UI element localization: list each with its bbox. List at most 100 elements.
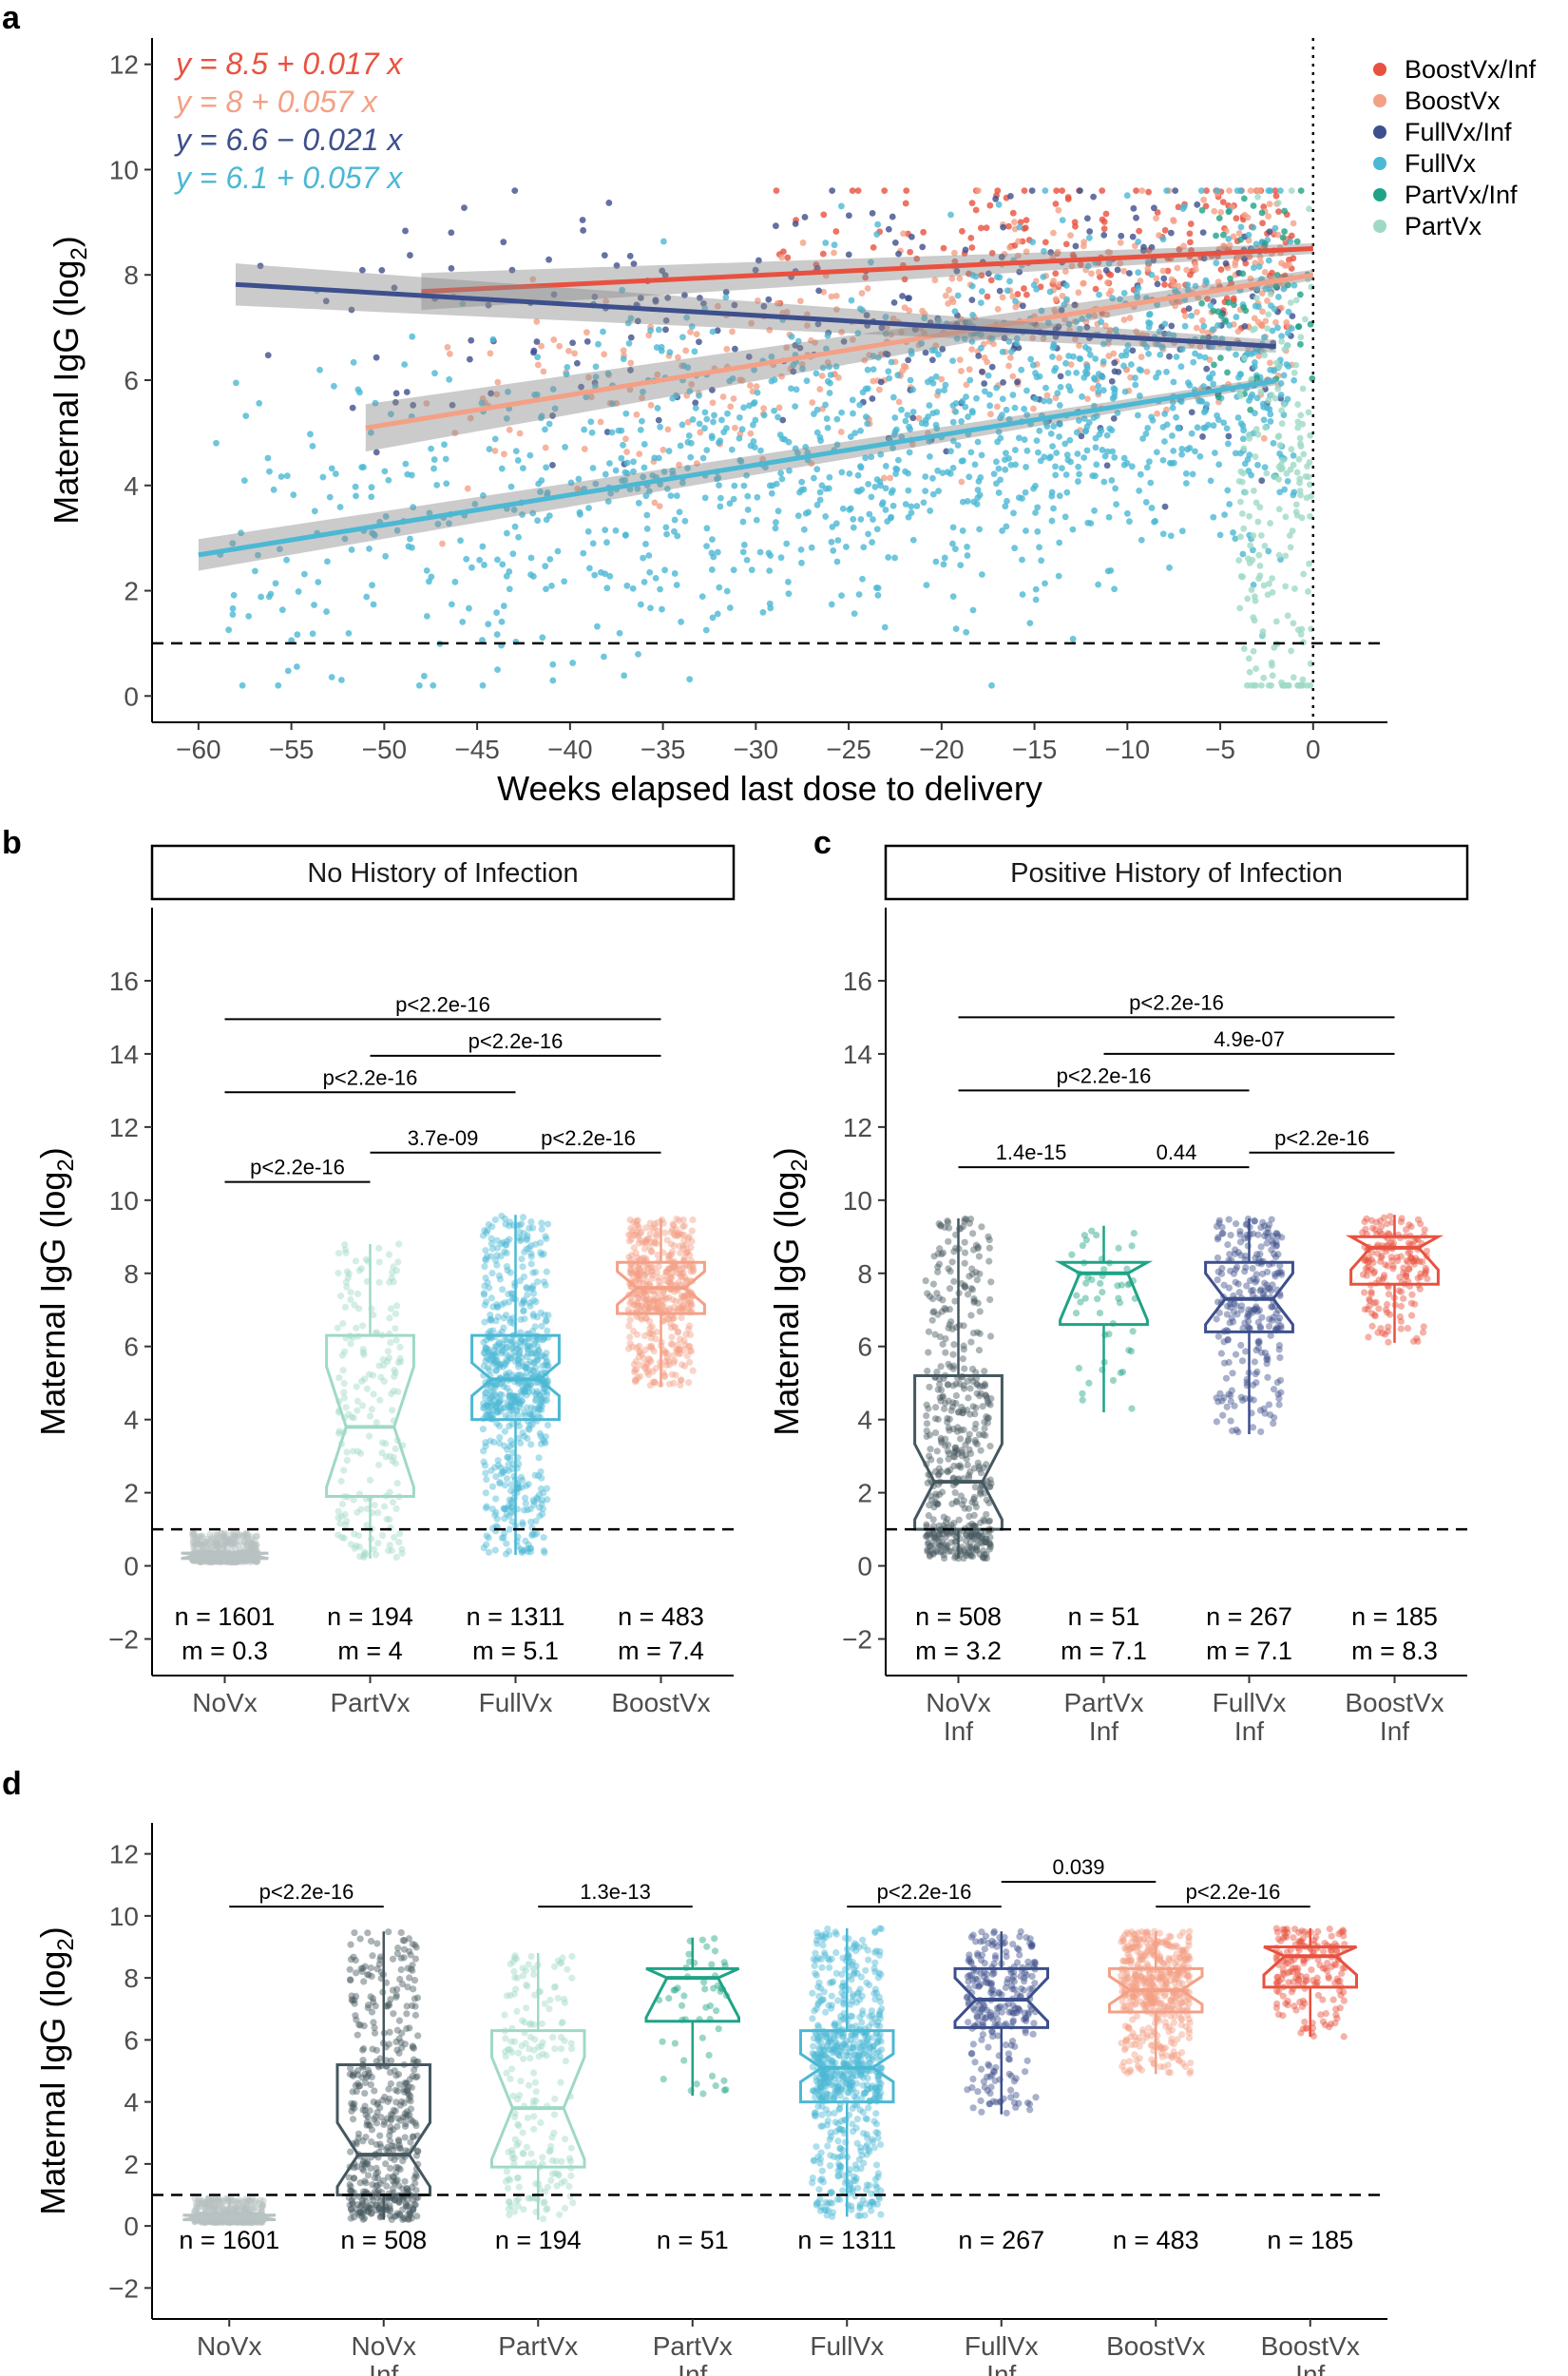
point-fullvx bbox=[1029, 361, 1037, 369]
point-partvx bbox=[1282, 583, 1290, 590]
point-partvx bbox=[1260, 674, 1268, 681]
point-boostvx bbox=[601, 351, 608, 358]
jitter-point-partvx bbox=[370, 1390, 377, 1398]
point-fullvx-inf bbox=[840, 337, 848, 345]
jitter-point-novx-inf bbox=[940, 1405, 948, 1412]
point-boostvx bbox=[1006, 243, 1013, 251]
point-fullvx bbox=[430, 456, 438, 463]
point-fullvx bbox=[1049, 443, 1056, 450]
point-fullvx bbox=[974, 487, 982, 493]
point-boostvx bbox=[1193, 324, 1200, 332]
point-fullvx bbox=[360, 464, 367, 470]
jitter-point-novx bbox=[240, 1532, 248, 1540]
panel-letter-c: c bbox=[813, 825, 832, 861]
point-fullvx bbox=[969, 272, 976, 278]
point-boostvx bbox=[975, 187, 982, 195]
point-fullvx bbox=[882, 463, 889, 469]
point-fullvx bbox=[1084, 262, 1092, 270]
legend-label-fullvx-inf: FullVx/Inf bbox=[1405, 118, 1512, 146]
point-boostvx-inf bbox=[1133, 187, 1139, 195]
x-tick-label: −25 bbox=[826, 735, 871, 764]
point-fullvx bbox=[1166, 564, 1173, 571]
point-fullvx bbox=[929, 410, 937, 417]
point-fullvx-inf bbox=[1167, 229, 1175, 237]
jitter-point-boostvx bbox=[648, 1274, 656, 1282]
point-boostvx bbox=[1235, 253, 1243, 260]
point-fullvx bbox=[1267, 187, 1274, 195]
point-fullvx bbox=[952, 625, 960, 633]
point-fullvx bbox=[1075, 417, 1082, 424]
jitter-point-partvx bbox=[350, 1414, 357, 1422]
point-partvx bbox=[1291, 369, 1298, 376]
point-fullvx bbox=[352, 483, 359, 490]
jitter-point-fullvx bbox=[531, 1323, 539, 1331]
point-fullvx bbox=[1184, 281, 1192, 289]
point-fullvx bbox=[754, 493, 761, 501]
jitter-point-partvx bbox=[343, 1517, 351, 1525]
point-fullvx bbox=[964, 552, 971, 559]
point-fullvx bbox=[873, 526, 881, 533]
point-fullvx bbox=[1007, 461, 1015, 469]
jitter-point-boostvx bbox=[680, 1222, 688, 1230]
point-fullvx-inf bbox=[1071, 301, 1079, 309]
jitter-point-novx bbox=[231, 1559, 239, 1566]
point-fullvx bbox=[1261, 464, 1269, 471]
point-fullvx bbox=[974, 494, 982, 502]
point-fullvx bbox=[907, 376, 914, 384]
point-fullvx bbox=[526, 451, 534, 459]
point-partvx bbox=[1236, 390, 1244, 397]
point-boostvx bbox=[951, 249, 958, 257]
point-fullvx bbox=[1145, 318, 1152, 326]
point-partvx bbox=[1300, 570, 1307, 578]
point-fullvx bbox=[1048, 517, 1056, 525]
point-fullvx bbox=[724, 410, 731, 417]
point-fullvx bbox=[1023, 464, 1029, 470]
regression-equation-fullvx: y = 6.1 + 0.057 x bbox=[174, 161, 403, 195]
point-partvx bbox=[1257, 388, 1265, 395]
point-fullvx bbox=[561, 578, 568, 585]
point-fullvx-inf bbox=[1000, 223, 1007, 231]
point-fullvx bbox=[1120, 290, 1128, 297]
point-partvx bbox=[1299, 676, 1307, 683]
jitter-point-partvx bbox=[392, 1325, 399, 1332]
point-fullvx bbox=[701, 425, 708, 431]
point-fullvx-inf bbox=[962, 246, 969, 254]
point-fullvx bbox=[882, 507, 889, 513]
point-boostvx bbox=[693, 460, 700, 468]
point-boostvx-inf bbox=[984, 293, 991, 300]
point-fullvx bbox=[1284, 330, 1291, 336]
point-fullvx bbox=[604, 370, 612, 377]
point-fullvx bbox=[1272, 224, 1279, 232]
jitter-point-partvx bbox=[365, 1432, 373, 1440]
point-partvx bbox=[1252, 453, 1259, 460]
point-fullvx bbox=[964, 543, 970, 550]
point-fullvx bbox=[967, 449, 975, 456]
point-fullvx bbox=[1276, 489, 1284, 496]
point-fullvx-inf bbox=[1083, 215, 1091, 222]
y-tick-label: 6 bbox=[124, 366, 139, 395]
point-fullvx bbox=[855, 591, 863, 598]
jitter-point-partvx bbox=[385, 1354, 393, 1362]
jitter-point-boostvx bbox=[665, 1380, 674, 1388]
point-partvx bbox=[1296, 479, 1303, 487]
jitter-point-novx-inf bbox=[978, 1223, 985, 1231]
point-fullvx bbox=[860, 544, 868, 551]
point-boostvx bbox=[1006, 354, 1014, 361]
point-partvx bbox=[1251, 617, 1258, 624]
point-fullvx bbox=[1244, 455, 1252, 463]
point-fullvx-inf bbox=[998, 254, 1005, 260]
jitter-point-boostvx bbox=[680, 1231, 688, 1239]
point-fullvx bbox=[1037, 457, 1044, 465]
point-fullvx bbox=[699, 454, 707, 462]
point-fullvx bbox=[1018, 366, 1025, 374]
point-fullvx bbox=[802, 509, 810, 517]
point-fullvx bbox=[229, 604, 237, 612]
point-fullvx bbox=[969, 606, 977, 614]
point-boostvx bbox=[620, 347, 627, 354]
point-fullvx bbox=[1196, 452, 1204, 460]
point-fullvx bbox=[767, 604, 774, 612]
point-boostvx-inf bbox=[784, 254, 792, 261]
point-boostvx bbox=[1235, 230, 1243, 237]
point-fullvx-inf bbox=[1114, 266, 1121, 274]
point-partvx-inf bbox=[1295, 323, 1303, 330]
